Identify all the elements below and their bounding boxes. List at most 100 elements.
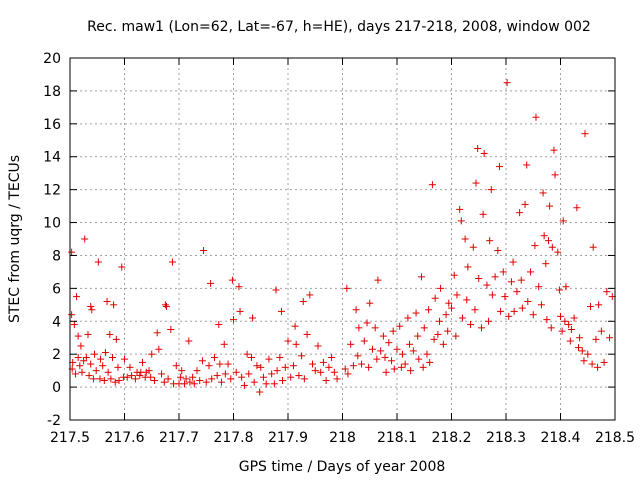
data-point (82, 353, 90, 361)
data-point (494, 247, 502, 255)
x-tick-label: 217.5 (50, 430, 90, 446)
chart-title: Rec. maw1 (Lon=62, Lat=-67, h=HE), days … (87, 19, 591, 35)
data-point (505, 312, 513, 320)
y-tick-labels: -2 0 2 4 6 8 10 12 14 16 18 20 (43, 51, 61, 429)
data-point (168, 258, 176, 266)
data-point (600, 358, 608, 366)
data-point (256, 388, 264, 396)
x-tick-labels: 217.5 217.6 217.7 217.8 217.9 218 218.1 218.2 21… (50, 430, 635, 446)
data-point (190, 380, 198, 388)
data-point (464, 263, 472, 271)
data-point (87, 360, 95, 368)
data-point (221, 370, 229, 378)
data-point (253, 362, 261, 370)
data-point (112, 335, 120, 343)
data-point (88, 306, 96, 314)
data-point (418, 273, 426, 281)
data-point (228, 276, 236, 284)
data-point (592, 335, 600, 343)
data-point (557, 312, 564, 320)
data-point (121, 355, 128, 363)
data-point (89, 375, 97, 383)
y-axis-label: STEC from uqrg / TECUs (7, 155, 23, 323)
data-point (407, 367, 415, 375)
data-point (347, 340, 355, 348)
data-point (107, 375, 115, 383)
data-point (368, 345, 376, 353)
data-point (480, 149, 488, 157)
data-point (471, 306, 479, 314)
data-point (597, 327, 605, 335)
x-tick-label: 217.9 (268, 430, 308, 446)
data-point (84, 330, 92, 338)
data-point (453, 291, 461, 299)
data-point (115, 377, 123, 385)
data-point (96, 375, 104, 383)
data-point (319, 358, 327, 366)
data-point (545, 237, 553, 245)
data-point (295, 372, 303, 380)
data-point (452, 332, 460, 340)
data-point (551, 171, 559, 179)
data-point (213, 372, 221, 380)
data-point (311, 367, 319, 375)
data-point (488, 291, 496, 299)
data-point (150, 377, 158, 385)
data-point (103, 298, 111, 306)
data-point (333, 375, 341, 383)
data-point (439, 340, 447, 348)
data-point (349, 362, 357, 370)
data-point (276, 353, 284, 361)
data-point (567, 326, 575, 333)
data-point (186, 378, 194, 386)
data-point (581, 130, 589, 138)
data-point (444, 327, 452, 335)
x-axis-label: GPS time / Days of year 2008 (239, 459, 446, 475)
data-point (456, 205, 464, 213)
data-point (371, 324, 379, 332)
data-point (101, 349, 109, 357)
data-point (535, 283, 543, 291)
data-point (423, 350, 431, 358)
data-point (230, 316, 237, 324)
x-tick-label: 218.2 (431, 430, 471, 446)
data-point (539, 189, 547, 197)
data-point (71, 370, 79, 378)
data-point (104, 368, 112, 376)
data-point (325, 363, 333, 371)
data-point (272, 286, 280, 294)
data-point (92, 367, 100, 375)
data-point (491, 273, 499, 281)
data-point (457, 217, 465, 225)
data-point (373, 355, 381, 363)
data-point (249, 314, 257, 322)
data-point (126, 363, 134, 371)
data-point (236, 307, 244, 315)
data-point (606, 334, 614, 342)
data-point (521, 200, 529, 208)
data-point (178, 367, 186, 375)
data-point (554, 248, 562, 256)
y-tick-label: 18 (43, 84, 61, 100)
data-point (259, 373, 267, 381)
data-point (167, 326, 175, 333)
data-point (363, 319, 371, 327)
data-point (87, 302, 95, 310)
data-point (412, 309, 420, 317)
data-point (414, 332, 422, 340)
data-point (216, 360, 224, 368)
data-point (161, 301, 169, 309)
data-point (314, 342, 322, 350)
data-point (164, 375, 172, 383)
data-point (558, 327, 566, 335)
data-point (118, 263, 126, 271)
data-point (303, 330, 311, 338)
data-point (450, 271, 458, 279)
data-point (74, 353, 82, 361)
data-point (250, 378, 258, 386)
data-point (292, 340, 300, 348)
data-point (578, 347, 586, 355)
data-point (573, 204, 581, 212)
data-point (507, 278, 515, 286)
data-point (513, 288, 521, 296)
